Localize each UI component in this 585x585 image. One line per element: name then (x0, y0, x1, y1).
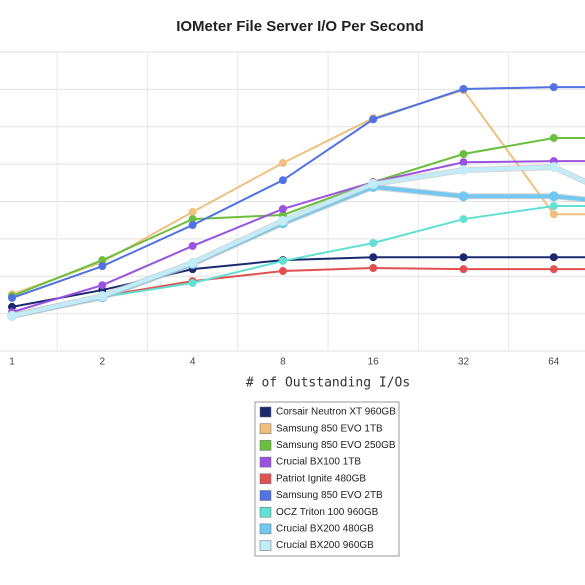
point (549, 265, 558, 274)
x-tick-label: 2 (100, 357, 106, 368)
point (549, 83, 558, 92)
legend-swatch (259, 440, 272, 451)
series-line (11, 136, 585, 297)
legend-swatch (259, 490, 272, 501)
x-tick-label: 32 (458, 357, 470, 368)
x-tick-label: 1 (9, 357, 15, 368)
chart-title: IOMeter File Server I/O Per Second (176, 18, 424, 35)
legend-label: Samsung 850 EVO 1TB (276, 423, 383, 434)
legend-label: OCZ Triton 100 960GB (276, 507, 379, 518)
point (549, 201, 558, 210)
point (278, 204, 287, 213)
legend-swatch (259, 540, 272, 551)
point (97, 291, 108, 302)
point (8, 293, 16, 302)
x-tick-label: 8 (280, 357, 286, 368)
x-axis-label: # of Outstanding I/Os (246, 376, 410, 391)
line-shadow (11, 164, 585, 319)
legend-label: Patriot Ignite 480GB (276, 473, 366, 484)
point (459, 215, 468, 224)
point (98, 281, 107, 290)
series-line (11, 88, 585, 296)
point (459, 150, 468, 159)
legend-swatch (259, 456, 272, 468)
point (278, 267, 287, 276)
legend-swatch (259, 423, 272, 434)
point (369, 238, 378, 247)
point (548, 191, 559, 202)
series-line (11, 86, 585, 299)
legend-label: Samsung 850 EVO 250GB (276, 440, 396, 451)
point (278, 256, 287, 265)
legend-swatch (259, 523, 272, 535)
point (458, 191, 469, 202)
point (548, 162, 559, 173)
point (369, 115, 378, 124)
x-tick-label: 64 (548, 357, 560, 368)
point (278, 159, 287, 168)
legend-label: Crucial BX200 960GB (276, 540, 374, 551)
x-tick-label: 16 (368, 357, 380, 368)
legend-label: Samsung 850 EVO 2TB (276, 490, 383, 501)
series-line (11, 160, 585, 314)
series-line (11, 267, 585, 317)
legend-label: Crucial BX100 1TB (276, 457, 361, 468)
point (459, 253, 468, 262)
point (368, 178, 379, 189)
point (188, 221, 197, 230)
legend-swatch (259, 473, 272, 485)
point (98, 256, 107, 265)
point (369, 253, 378, 262)
point (549, 133, 558, 142)
point (459, 85, 468, 94)
point (188, 207, 197, 216)
legend-swatch (259, 406, 272, 418)
point (98, 262, 107, 271)
point (459, 265, 468, 274)
point (277, 215, 288, 226)
point (188, 241, 197, 250)
point (188, 215, 197, 224)
point (549, 253, 558, 262)
point (7, 310, 17, 321)
x-tick-label: 4 (190, 357, 196, 368)
series-line (11, 256, 585, 308)
legend-label: Crucial BX200 480GB (276, 524, 374, 535)
point (458, 165, 469, 176)
series-line (11, 165, 585, 318)
point (187, 257, 198, 268)
legend-swatch (259, 506, 272, 518)
point (459, 158, 468, 167)
legend-label: Corsair Neutron XT 960GB (276, 407, 396, 418)
point (188, 278, 197, 287)
point (549, 210, 558, 219)
point (369, 264, 378, 273)
legend (254, 401, 400, 557)
point (278, 176, 287, 185)
